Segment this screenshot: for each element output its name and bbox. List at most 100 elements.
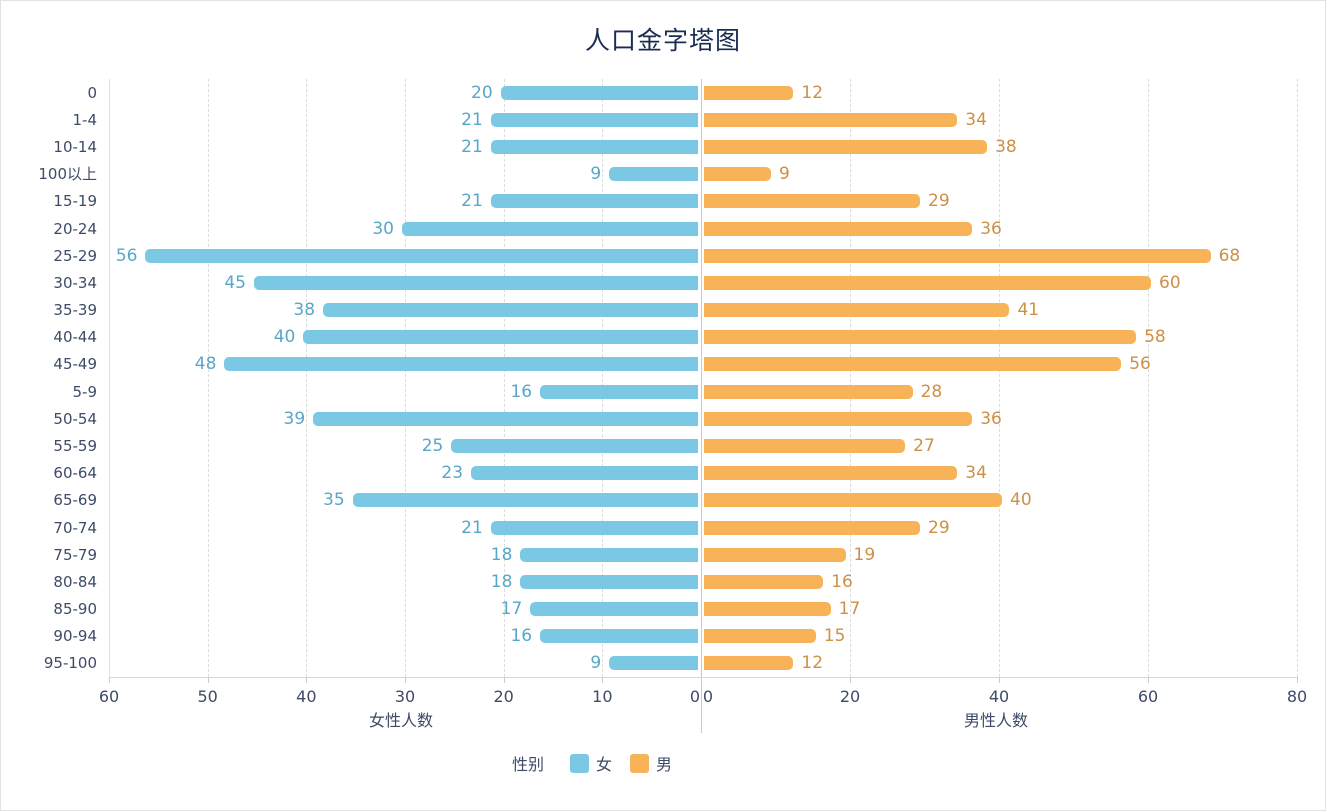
x-axis-tick-label: 60 [1137, 687, 1159, 706]
x-axis-tick [701, 677, 702, 683]
value-label-female: 9 [590, 653, 602, 674]
bar-male[interactable] [704, 303, 1010, 318]
value-label-male: 9 [779, 164, 790, 185]
x-axis-tick-label: 30 [394, 687, 416, 706]
bar-male[interactable] [704, 330, 1137, 345]
value-label-male: 27 [913, 435, 935, 456]
value-label-female: 38 [293, 300, 316, 321]
bar-male[interactable] [704, 493, 1002, 508]
x-axis-line [109, 677, 1297, 678]
x-axis-tick [109, 677, 110, 683]
gridline-left [306, 79, 308, 677]
legend: 性别 女 男 [1, 751, 1254, 775]
gridline-left [602, 79, 604, 677]
x-axis-tick-label: 10 [592, 687, 613, 706]
bar-male[interactable] [704, 411, 973, 426]
bar-male[interactable] [704, 139, 988, 154]
legend-swatch-female[interactable] [569, 753, 589, 773]
gridline-right [1297, 79, 1298, 677]
y-axis-category-label: 75-79 [53, 545, 97, 564]
bar-female[interactable] [530, 602, 698, 617]
legend-swatch-male[interactable] [630, 753, 649, 773]
legend-label-male[interactable]: 男 [656, 755, 673, 774]
value-label-female: 18 [490, 571, 513, 592]
x-axis-tick [405, 677, 406, 683]
y-axis-category-label: 20-24 [53, 219, 97, 238]
bar-female[interactable] [520, 574, 698, 589]
bar-female[interactable] [500, 85, 698, 100]
x-axis-tick [602, 677, 604, 683]
y-axis-category-label: 1-4 [72, 110, 98, 129]
value-label-male: 36 [980, 408, 1002, 429]
bar-female[interactable] [609, 656, 698, 671]
bar-female[interactable] [609, 167, 698, 182]
bar-male[interactable] [704, 547, 846, 562]
chart-title: 人口金字塔图 [584, 26, 741, 55]
bar-female[interactable] [323, 303, 698, 318]
bar-male[interactable] [704, 520, 921, 535]
value-label-male: 34 [965, 463, 987, 484]
y-axis-category-label: 50-54 [53, 409, 97, 428]
bar-male[interactable] [704, 248, 1211, 263]
bar-male[interactable] [704, 384, 913, 399]
y-axis-category-label: 0 [87, 83, 97, 102]
value-label-male: 58 [1144, 327, 1166, 348]
gridline-left [405, 79, 406, 677]
bar-male[interactable] [704, 602, 831, 617]
y-axis-category-label: 85-90 [53, 600, 97, 619]
value-label-female: 25 [421, 435, 444, 456]
x-axis-tick-label: 60 [98, 687, 120, 706]
y-axis-category-label: 100以上 [38, 165, 97, 184]
gridline-right [1148, 79, 1149, 677]
value-label-female: 17 [500, 599, 523, 620]
bar-female[interactable] [471, 466, 698, 481]
bar-male[interactable] [704, 656, 794, 671]
value-label-female: 39 [283, 408, 306, 429]
value-label-female: 21 [461, 136, 483, 157]
bar-female[interactable] [313, 411, 698, 426]
legend-label-female[interactable]: 女 [595, 755, 612, 774]
bar-male[interactable] [704, 629, 816, 644]
bar-female[interactable] [352, 493, 698, 508]
bar-female[interactable] [303, 330, 698, 345]
gridline-right [999, 79, 1000, 677]
bar-male[interactable] [704, 275, 1151, 290]
bar-female[interactable] [490, 194, 698, 209]
bar-female[interactable] [540, 384, 698, 399]
bar-female[interactable] [451, 438, 698, 453]
x-axis-name-female: 女性人数 [368, 711, 434, 730]
bar-female[interactable] [145, 248, 698, 263]
bar-male[interactable] [704, 574, 824, 589]
value-label-female: 35 [323, 490, 345, 511]
legend-item-female[interactable]: 女 [569, 751, 612, 775]
bar-male[interactable] [704, 112, 958, 127]
value-label-male: 29 [928, 517, 950, 538]
bar-female[interactable] [540, 629, 698, 644]
y-axis-category-label: 90-94 [53, 627, 97, 646]
x-axis-tick [503, 677, 505, 683]
bar-female[interactable] [402, 221, 698, 236]
value-label-male: 15 [823, 626, 846, 647]
bar-female[interactable] [224, 357, 698, 372]
bar-female[interactable] [490, 139, 698, 154]
bar-male[interactable] [704, 221, 973, 236]
bar-male[interactable] [704, 466, 958, 481]
x-axis-tick-label: 40 [988, 687, 1010, 706]
value-label-female: 16 [510, 626, 533, 647]
bar-male[interactable] [704, 357, 1122, 372]
y-axis-category-label: 40-44 [53, 328, 97, 347]
value-label-female: 9 [590, 164, 602, 185]
bar-female[interactable] [490, 112, 698, 127]
value-label-male: 12 [801, 82, 824, 103]
value-label-male: 16 [831, 571, 853, 592]
bar-female[interactable] [490, 520, 698, 535]
bar-male[interactable] [704, 194, 921, 209]
bar-male[interactable] [704, 167, 772, 182]
bar-female[interactable] [254, 275, 698, 290]
bar-male[interactable] [704, 85, 794, 100]
bar-female[interactable] [520, 547, 698, 562]
bar-male[interactable] [704, 438, 906, 453]
value-label-male: 60 [1159, 272, 1181, 293]
legend-item-male[interactable]: 男 [630, 751, 672, 775]
value-label-female: 40 [273, 327, 296, 348]
